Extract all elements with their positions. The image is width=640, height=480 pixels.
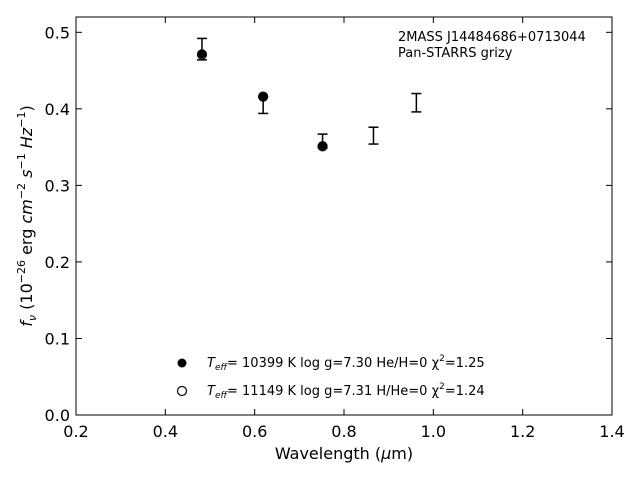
legend-marker-open: [176, 385, 188, 397]
y-axis-label: fν (10−26 erg cm−2 s−1 Hz−1): [15, 105, 39, 326]
axis-ticks: 0.2 0.4 0.6 0.8 1.0 1.2 1.4 0.0 0.1 0.2 0.3 0.4 0.5: [45, 17, 625, 441]
y-tick-label: 0.2: [45, 253, 70, 272]
y-tick-label: 0.1: [45, 329, 70, 348]
model-point-filled: [258, 92, 268, 102]
x-axis-label: Wavelength (μm): [275, 444, 413, 463]
x-tick-label: 0.8: [331, 422, 356, 441]
annotation-line-2: Pan-STARRS grizy: [398, 46, 513, 61]
legend-marker-filled: [177, 358, 187, 368]
annotation-line-1: 2MASS J14484686+0713044: [398, 30, 586, 45]
y-tick-label: 0.0: [45, 406, 70, 425]
x-tick-label: 0.4: [153, 422, 178, 441]
data-layer: [196, 37, 422, 152]
x-tick-label: 1.2: [510, 422, 535, 441]
legend: Teff= 10399 K log g=7.30 He/H=0 χ2=1.25 …: [176, 354, 485, 401]
x-tick-label: 1.0: [421, 422, 446, 441]
y-tick-label: 0.3: [45, 176, 70, 195]
x-tick-label: 0.6: [242, 422, 267, 441]
legend-entry-1: Teff= 10399 K log g=7.30 He/H=0 χ2=1.25: [207, 354, 485, 373]
y-tick-label: 0.5: [45, 23, 70, 42]
y-tick-label: 0.4: [45, 100, 70, 119]
model-point-filled: [318, 141, 328, 151]
x-tick-label: 1.4: [599, 422, 624, 441]
legend-entry-2: Teff= 11149 K log g=7.31 H/He=0 χ2=1.24: [207, 382, 485, 401]
model-point-filled: [197, 49, 207, 59]
x-tick-label: 0.2: [63, 422, 88, 441]
